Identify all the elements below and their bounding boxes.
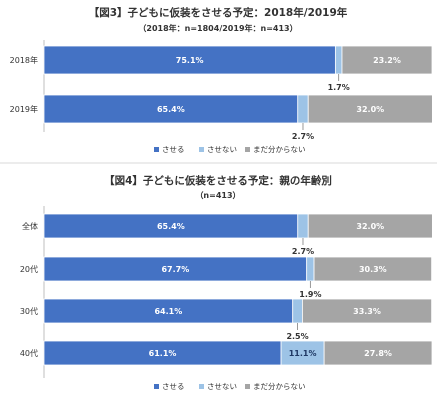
bar-undecided bbox=[307, 213, 433, 239]
chart-fig4-title: 【図4】子どもに仮装をさせる予定：親の年齢別 bbox=[104, 174, 332, 187]
category-label: 30代 bbox=[20, 306, 38, 316]
data-label-sasenai: 11.1% bbox=[289, 349, 317, 358]
bar-saseru bbox=[43, 340, 282, 366]
bar-undecided bbox=[313, 256, 433, 282]
bar-sasenai bbox=[280, 340, 325, 366]
legend-swatch-saseru bbox=[154, 384, 159, 389]
legend-swatch-sasenai bbox=[199, 384, 204, 389]
data-label-undecided: 33.3% bbox=[353, 307, 381, 316]
bar-undecided bbox=[323, 340, 433, 366]
legend-label-sasenai: させない bbox=[207, 145, 237, 154]
bar-sasenai bbox=[297, 213, 309, 239]
chart-fig4-plot: 全体 65.4% 2.7% 32.0% 20代 67.7% 1.9% 30.3% 30代 64.1… bbox=[20, 213, 433, 366]
legend-label-undecided: まだ分からない bbox=[253, 382, 306, 391]
bar-saseru bbox=[43, 256, 308, 282]
bar-sasenai bbox=[292, 298, 303, 324]
data-label-saseru: 65.4% bbox=[157, 105, 185, 114]
data-label-undecided: 32.0% bbox=[356, 222, 384, 231]
data-label-undecided: 32.0% bbox=[356, 105, 384, 114]
legend-swatch-saseru bbox=[154, 147, 159, 152]
bar-sasenai bbox=[297, 94, 309, 124]
legend-label-undecided: まだ分からない bbox=[253, 145, 306, 154]
legend-label-sasenai: させない bbox=[207, 382, 237, 391]
category-label: 全体 bbox=[22, 221, 38, 231]
chart-fig3-subtitle: （2018年：n=1804/2019年：n=413） bbox=[138, 23, 297, 33]
data-label-sasenai: 2.7% bbox=[292, 132, 314, 141]
data-label-undecided: 23.2% bbox=[373, 56, 401, 65]
bar-undecided bbox=[302, 298, 433, 324]
data-label-saseru: 64.1% bbox=[154, 307, 182, 316]
data-label-undecided: 30.3% bbox=[359, 265, 387, 274]
chart-fig3-plot: 2018年 75.1% 1.7% 23.2% 2019年 65.4% 2.7% 32.0% bbox=[10, 45, 433, 141]
category-label: 20代 bbox=[20, 264, 38, 274]
data-label-sasenai: 1.7% bbox=[328, 83, 350, 92]
chart-fig3-title: 【図3】子どもに仮装をさせる予定：2018年/2019年 bbox=[89, 6, 348, 19]
data-label-saseru: 61.1% bbox=[149, 349, 177, 358]
chart-fig3: 【図3】子どもに仮装をさせる予定：2018年/2019年 （2018年：n=18… bbox=[10, 6, 433, 154]
data-label-saseru: 67.7% bbox=[161, 265, 189, 274]
bar-saseru bbox=[43, 213, 299, 239]
bar-sasenai bbox=[306, 256, 315, 282]
chart-fig4: 【図4】子どもに仮装をさせる予定：親の年齢別 （n=413） 全体 65.4% 2.… bbox=[20, 174, 433, 391]
legend-label-saseru: させる bbox=[162, 145, 185, 154]
data-label-sasenai: 1.9% bbox=[299, 290, 321, 299]
chart-fig4-subtitle: （n=413） bbox=[195, 190, 240, 200]
bar-saseru bbox=[43, 298, 294, 324]
data-label-saseru: 65.4% bbox=[157, 222, 185, 231]
bar-undecided bbox=[341, 45, 433, 75]
bar-saseru bbox=[43, 94, 299, 124]
bar-sasenai bbox=[334, 45, 343, 75]
category-label: 2019年 bbox=[10, 104, 38, 114]
data-label-saseru: 75.1% bbox=[176, 56, 204, 65]
chart-fig4-legend: させる させない まだ分からない bbox=[154, 382, 306, 391]
bar-undecided bbox=[307, 94, 433, 124]
chart-fig3-legend: させる させない まだ分からない bbox=[154, 145, 306, 154]
data-label-undecided: 27.8% bbox=[364, 349, 392, 358]
legend-swatch-sasenai bbox=[199, 147, 204, 152]
legend-swatch-undecided bbox=[245, 147, 250, 152]
category-label: 2018年 bbox=[10, 55, 38, 65]
data-label-sasenai: 2.7% bbox=[292, 247, 314, 256]
legend-label-saseru: させる bbox=[162, 382, 185, 391]
category-label: 40代 bbox=[20, 348, 38, 358]
legend-swatch-undecided bbox=[245, 384, 250, 389]
data-label-sasenai: 2.5% bbox=[286, 332, 308, 341]
